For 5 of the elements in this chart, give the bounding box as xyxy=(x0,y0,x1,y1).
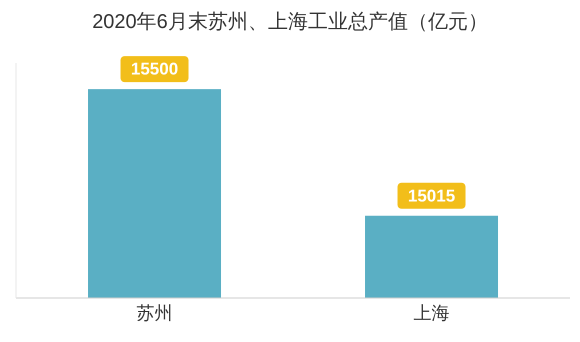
data-label: 15500 xyxy=(130,60,178,79)
chart-title: 2020年6月末苏州、上海工业总产值（亿元） xyxy=(91,10,489,35)
data-label: 15015 xyxy=(408,186,456,206)
x-tick-label: 苏州 xyxy=(136,302,172,323)
x-tick-label: 上海 xyxy=(414,302,450,323)
